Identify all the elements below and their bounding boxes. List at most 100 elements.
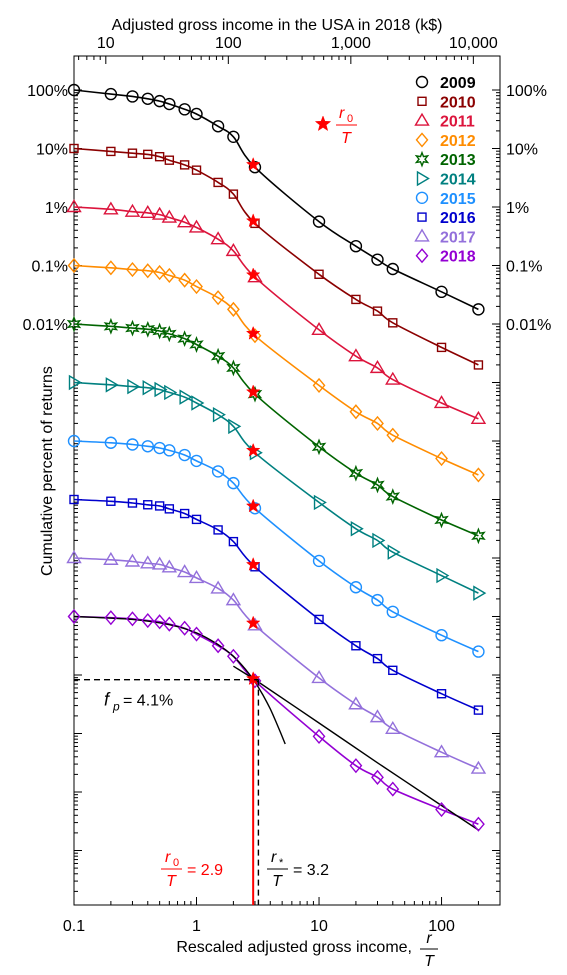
legend-marker-2018 — [415, 248, 429, 264]
data-point-2013 — [226, 359, 241, 377]
data-point-2013 — [189, 336, 204, 353]
data-point-2012 — [472, 467, 485, 483]
data-point-2016 — [372, 653, 383, 664]
data-point-2013 — [434, 511, 449, 529]
data-point-2012 — [153, 264, 167, 281]
fit-curve-exponential — [73, 615, 286, 745]
data-point-2009 — [67, 83, 81, 97]
data-point-2013 — [471, 527, 486, 545]
data-point-2011 — [385, 371, 401, 385]
top-tick-label: 10 — [97, 35, 115, 52]
fp-label-sub: p — [112, 700, 120, 714]
data-point-2009 — [312, 215, 326, 228]
data-point-2012 — [126, 262, 139, 278]
y-tick-label-right: 100% — [506, 83, 547, 100]
data-point-2013 — [177, 330, 192, 347]
markers-layer — [66, 83, 487, 832]
data-point-2012 — [435, 450, 448, 467]
data-point-2018 — [162, 616, 176, 632]
data-point-2013 — [125, 319, 140, 337]
data-point-2013 — [370, 476, 385, 494]
rstar-label-value: = 3.2 — [293, 862, 329, 879]
data-point-2009 — [126, 90, 139, 103]
data-point-2014 — [127, 378, 141, 395]
data-point-2018 — [226, 648, 240, 664]
data-point-2009 — [248, 161, 262, 174]
data-point-2012 — [162, 267, 176, 284]
data-point-2015 — [141, 440, 154, 453]
x-axis-title-numerator: r — [426, 930, 432, 947]
data-point-2013 — [348, 464, 364, 482]
data-point-2018 — [312, 728, 326, 745]
r0-label: r 0 T = 2.9 — [161, 849, 223, 890]
data-point-2012 — [371, 415, 384, 432]
data-point-2014 — [179, 389, 193, 405]
data-point-2017 — [470, 760, 487, 774]
data-point-2013 — [210, 347, 226, 365]
data-point-2012 — [141, 263, 155, 279]
data-point-2015 — [163, 444, 176, 457]
y-axis-title: Cumulative percent of returns — [39, 366, 56, 576]
data-point-2018 — [472, 816, 485, 832]
data-point-2014 — [436, 567, 450, 584]
data-point-2011 — [225, 242, 242, 257]
legend-r0-T: T — [341, 130, 352, 147]
data-point-2010 — [473, 360, 484, 370]
data-point-2011 — [124, 203, 141, 217]
data-point-2012 — [104, 260, 118, 276]
x-axis-title-group: Rescaled adjusted gross income, r T — [176, 930, 438, 970]
legend-label-2015: 2015 — [440, 191, 476, 208]
r0-star-2010 — [245, 213, 261, 228]
data-point-2011 — [470, 410, 487, 424]
series-line-2015 — [73, 440, 479, 653]
legend-r0-r: r — [339, 105, 345, 122]
data-point-2015 — [435, 629, 448, 642]
r0-label-T: T — [166, 873, 177, 890]
data-point-2017 — [151, 556, 168, 570]
data-point-2016 — [213, 525, 223, 535]
data-point-2009 — [371, 253, 384, 266]
rstar-label: r * T = 3.2 — [267, 849, 329, 890]
data-point-2018 — [153, 614, 167, 630]
data-point-2018 — [435, 801, 448, 818]
data-point-2015 — [312, 554, 326, 568]
data-point-2018 — [190, 626, 203, 642]
data-point-2016 — [164, 504, 175, 514]
data-point-2013 — [385, 488, 401, 506]
data-point-2010 — [213, 177, 223, 188]
data-point-2014 — [372, 532, 386, 549]
data-point-2017 — [369, 709, 386, 723]
data-point-2014 — [142, 380, 156, 396]
legend-marker-2014 — [416, 170, 430, 187]
data-point-2017 — [176, 564, 193, 578]
data-point-2013 — [140, 320, 156, 338]
series-line-2009 — [73, 89, 479, 311]
data-point-2016 — [388, 665, 398, 676]
data-point-2015 — [126, 438, 139, 451]
y-tick-label-right: 1% — [506, 200, 529, 217]
data-point-2018 — [67, 608, 81, 625]
top-tick-label: 10,000 — [449, 35, 498, 52]
data-point-2014 — [387, 544, 401, 560]
data-point-2015 — [227, 476, 240, 490]
y-tick-label: 0.01% — [23, 317, 68, 334]
legend-label-2012: 2012 — [440, 133, 476, 150]
data-point-2018 — [211, 638, 225, 654]
y-tick-label: 10% — [36, 142, 68, 159]
data-point-2010 — [154, 151, 165, 162]
data-point-2015 — [104, 436, 118, 449]
data-point-2010 — [228, 189, 239, 199]
data-point-2017 — [161, 559, 178, 573]
data-point-2013 — [162, 325, 177, 343]
data-point-2011 — [103, 201, 119, 215]
data-point-2012 — [211, 290, 225, 306]
legend-marker-2012 — [415, 132, 429, 148]
top-tick-label: 1,000 — [331, 35, 371, 52]
legend-label-2016: 2016 — [440, 210, 476, 227]
data-point-2011 — [66, 199, 82, 213]
legend-marker-2011 — [414, 112, 430, 126]
legend-label-2017: 2017 — [440, 229, 476, 246]
axes-layer: 0.1 1 10 100 10 100 1,000 10,000 100% 10% 1% 0.1% 0.… — [23, 35, 552, 935]
data-point-2013 — [103, 317, 119, 335]
